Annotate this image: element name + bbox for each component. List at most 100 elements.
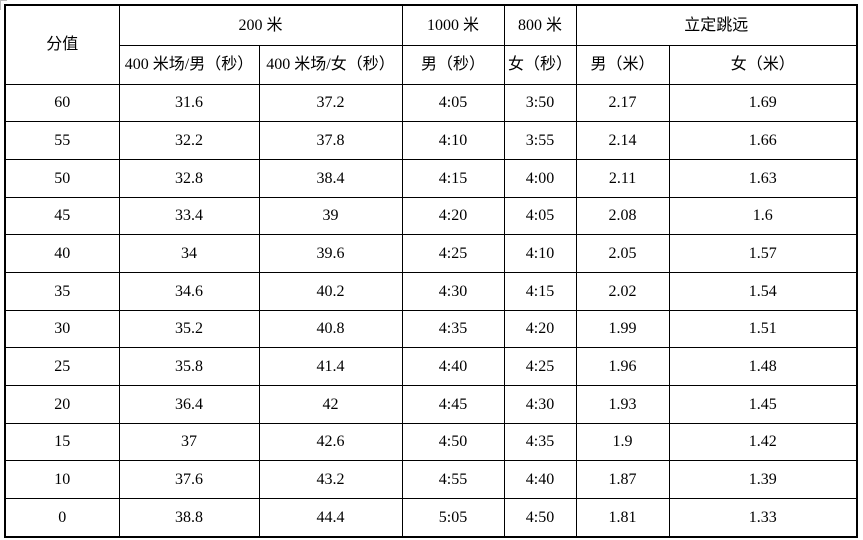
scan-corner-artifact (0, 0, 7, 10)
cell-jump-male: 2.02 (575, 271, 670, 311)
cell-400m-male: 32.2 (118, 121, 260, 160)
cell-jump-female: 1.45 (668, 384, 858, 424)
header-group-1000m: 1000 米 (401, 4, 505, 46)
cell-jump-female: 1.42 (668, 422, 858, 462)
table-header: 分值 200 米 1000 米 800 米 立定跳远 400 米场/男（秒） 4… (4, 4, 858, 85)
cell-jump-female: 1.6 (668, 196, 858, 236)
header-row-groups: 分值 200 米 1000 米 800 米 立定跳远 (4, 4, 858, 85)
cell-jump-male: 1.81 (575, 497, 670, 538)
cell-jump-female: 1.48 (668, 347, 858, 386)
cell-400m-female: 39 (258, 196, 403, 236)
fitness-score-table: 分值 200 米 1000 米 800 米 立定跳远 400 米场/男（秒） 4… (4, 4, 859, 538)
table-row: 20 36.4 42 4:45 4:30 1.93 1.45 (4, 384, 858, 424)
cell-jump-male: 2.11 (575, 158, 670, 198)
cell-800m-female: 4:15 (503, 271, 577, 311)
header-row-subcolumns: 400 米场/男（秒） 400 米场/女（秒） 男（秒） 女（秒） 男（米） 女… (5, 44, 858, 85)
table-row: 35 34.6 40.2 4:30 4:15 2.02 1.54 (4, 271, 858, 311)
cell-400m-female: 37.8 (258, 121, 403, 160)
header-400m-track-female: 400 米场/女（秒） (258, 44, 403, 85)
header-group-standing-long-jump: 立定跳远 (575, 4, 858, 46)
cell-800m-female: 4:35 (503, 422, 577, 462)
score-cell: 30 (4, 309, 120, 349)
cell-1000m-male: 5:05 (401, 497, 505, 538)
cell-jump-female: 1.54 (668, 271, 858, 311)
score-cell: 50 (4, 158, 120, 198)
table-row: 50 32.8 38.4 4:15 4:00 2.11 1.63 (4, 158, 858, 198)
cell-400m-female: 40.8 (258, 309, 403, 349)
cell-jump-male: 1.93 (575, 384, 670, 424)
cell-400m-male: 38.8 (118, 497, 260, 538)
score-cell: 25 (4, 347, 120, 386)
table-row: 30 35.2 40.8 4:35 4:20 1.99 1.51 (4, 309, 858, 349)
table-row: 15 37 42.6 4:50 4:35 1.9 1.42 (4, 422, 858, 462)
score-cell: 45 (4, 196, 120, 236)
cell-1000m-male: 4:35 (401, 309, 505, 349)
table-row: 10 37.6 43.2 4:55 4:40 1.87 1.39 (4, 460, 858, 499)
cell-400m-male: 34 (118, 234, 260, 273)
cell-jump-female: 1.69 (668, 83, 858, 123)
cell-1000m-male: 4:15 (401, 158, 505, 198)
cell-400m-female: 40.2 (258, 271, 403, 311)
score-cell: 35 (4, 271, 120, 311)
cell-400m-female: 41.4 (258, 347, 403, 386)
score-cell: 10 (4, 460, 120, 499)
cell-400m-male: 34.6 (118, 271, 260, 311)
cell-1000m-male: 4:40 (401, 347, 505, 386)
cell-jump-female: 1.39 (668, 460, 858, 499)
cell-400m-female: 39.6 (258, 234, 403, 273)
header-score: 分值 (4, 4, 120, 85)
cell-1000m-male: 4:10 (401, 121, 505, 160)
table-row: 25 35.8 41.4 4:40 4:25 1.96 1.48 (4, 347, 858, 386)
cell-jump-female: 1.57 (668, 234, 858, 273)
cell-800m-female: 4:10 (503, 234, 577, 273)
cell-1000m-male: 4:45 (401, 384, 505, 424)
score-cell: 40 (4, 234, 120, 273)
header-1000m-male: 男（秒） (401, 44, 505, 85)
table-row: 0 38.8 44.4 5:05 4:50 1.81 1.33 (4, 497, 858, 538)
cell-800m-female: 4:40 (503, 460, 577, 499)
cell-jump-male: 2.17 (575, 83, 670, 123)
cell-1000m-male: 4:50 (401, 422, 505, 462)
header-jump-male: 男（米） (575, 44, 670, 85)
cell-jump-female: 1.51 (668, 309, 858, 349)
cell-400m-male: 36.4 (118, 384, 260, 424)
cell-jump-male: 2.05 (575, 234, 670, 273)
cell-jump-male: 2.08 (575, 196, 670, 236)
table-row: 55 32.2 37.8 4:10 3:55 2.14 1.66 (4, 121, 858, 160)
cell-400m-female: 44.4 (258, 497, 403, 538)
score-cell: 55 (4, 121, 120, 160)
header-400m-track-male: 400 米场/男（秒） (118, 44, 260, 85)
cell-400m-male: 32.8 (118, 158, 260, 198)
cell-jump-male: 1.96 (575, 347, 670, 386)
cell-800m-female: 4:00 (503, 158, 577, 198)
cell-800m-female: 4:20 (503, 309, 577, 349)
cell-400m-male: 37 (118, 422, 260, 462)
cell-800m-female: 4:30 (503, 384, 577, 424)
cell-400m-male: 33.4 (118, 196, 260, 236)
table-row: 45 33.4 39 4:20 4:05 2.08 1.6 (4, 196, 858, 236)
cell-400m-female: 42 (258, 384, 403, 424)
cell-1000m-male: 4:55 (401, 460, 505, 499)
table-row: 60 31.6 37.2 4:05 3:50 2.17 1.69 (4, 83, 858, 123)
cell-800m-female: 4:05 (503, 196, 577, 236)
cell-jump-male: 1.9 (575, 422, 670, 462)
table-row: 40 34 39.6 4:25 4:10 2.05 1.57 (4, 234, 858, 273)
cell-400m-female: 43.2 (258, 460, 403, 499)
header-800m-female: 女（秒） (503, 44, 577, 85)
score-cell: 15 (4, 422, 120, 462)
cell-400m-female: 42.6 (258, 422, 403, 462)
header-group-200m: 200 米 (118, 4, 403, 46)
cell-jump-male: 1.99 (575, 309, 670, 349)
cell-jump-male: 1.87 (575, 460, 670, 499)
cell-800m-female: 3:55 (503, 121, 577, 160)
cell-800m-female: 4:50 (503, 497, 577, 538)
cell-1000m-male: 4:05 (401, 83, 505, 123)
cell-400m-male: 35.8 (118, 347, 260, 386)
cell-1000m-male: 4:30 (401, 271, 505, 311)
cell-jump-female: 1.66 (668, 121, 858, 160)
score-cell: 0 (4, 497, 120, 538)
cell-800m-female: 3:50 (503, 83, 577, 123)
score-cell: 20 (4, 384, 120, 424)
cell-400m-male: 35.2 (118, 309, 260, 349)
